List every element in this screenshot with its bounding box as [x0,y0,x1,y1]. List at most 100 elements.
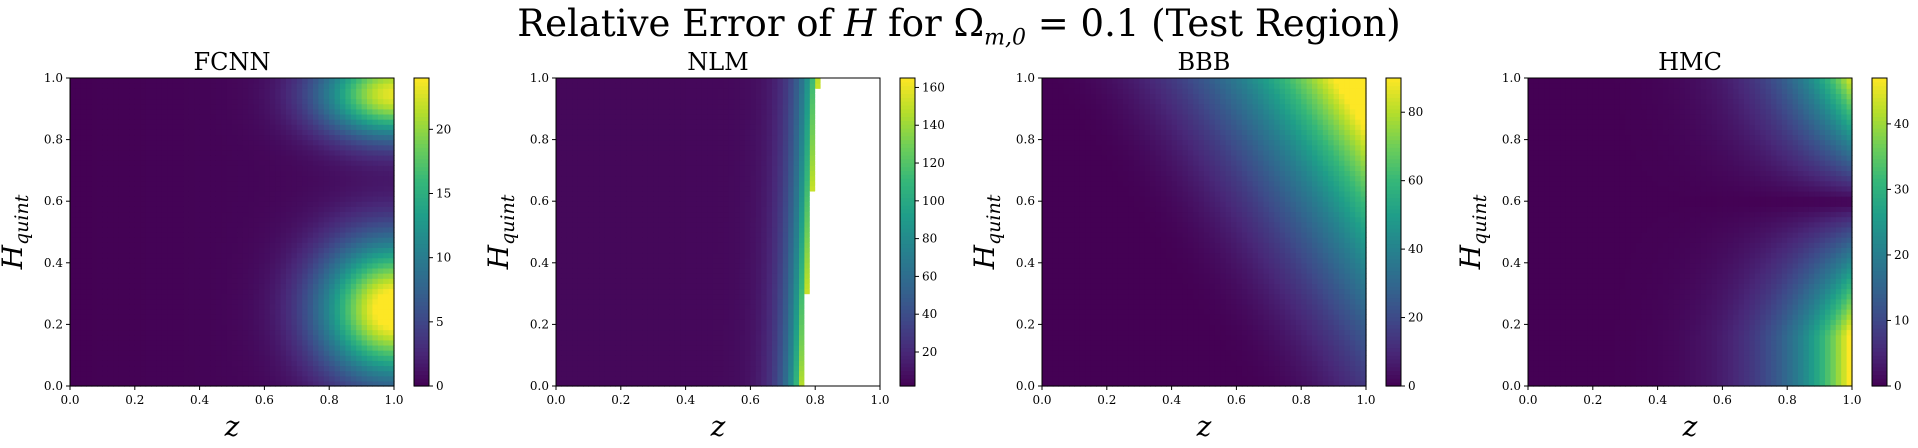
heatmap-cell [259,180,265,187]
heatmap-cell [232,360,238,367]
heatmap-cell [664,93,670,100]
heatmap-cell [205,216,211,223]
heatmap-cell [599,165,606,171]
heatmap-cell [280,257,287,264]
heatmap-cell [286,303,292,310]
heatmap-cell [345,129,352,136]
heatmap-cell [210,262,217,269]
heatmap-cell [286,334,292,341]
heatmap-cell [199,339,206,346]
heatmap-cell [188,170,195,177]
heatmap-cell [80,257,87,264]
heatmap-cell [620,108,627,115]
heatmap-cell [620,124,627,130]
heatmap-cell [383,221,390,228]
heatmap-cell [140,324,147,331]
heatmap-cell [253,103,260,110]
heatmap-cell [604,350,611,356]
heatmap-cell [194,252,201,259]
heatmap-cell [124,278,130,284]
heatmap-cell [323,149,330,156]
heatmap-cell [350,155,357,161]
heatmap-cell [329,319,336,325]
heatmap-cell [129,334,136,341]
heatmap-cell [80,242,87,248]
heatmap-cell [237,242,244,248]
heatmap-cell [620,221,627,228]
heatmap-cell [610,155,616,161]
heatmap-cell [205,334,211,341]
heatmap-cell [188,380,195,387]
heatmap-cell [356,232,363,238]
heatmap-cell [215,257,222,264]
heatmap-cell [323,278,330,284]
heatmap-cell [194,180,201,187]
heatmap-cell [102,190,109,197]
heatmap-cell [91,221,98,228]
heatmap-cell [253,288,260,295]
colorbar-segment [414,155,429,160]
heatmap-cell [664,113,670,120]
heatmap-cell [572,324,579,331]
heatmap-cell [340,211,346,218]
heatmap-cell [350,93,357,100]
heatmap-cell [215,196,222,202]
heatmap-cell [367,206,373,213]
heatmap-cell [107,273,114,279]
heatmap-cell [318,232,325,238]
heatmap-cell [194,365,201,372]
heatmap-cell [583,283,589,290]
heatmap-cell [248,165,255,171]
heatmap-cell [221,375,228,382]
heatmap-cell [350,160,357,166]
heatmap-cell [383,180,390,187]
heatmap-cell [253,375,260,382]
heatmap-cell [75,78,82,84]
heatmap-cell [178,155,184,161]
heatmap-cell [356,355,363,361]
heatmap-cell [107,88,114,94]
heatmap-cell [102,113,109,120]
heatmap-cell [566,160,573,166]
heatmap-cell [664,119,670,125]
colorbar-segment [414,239,429,245]
heatmap-cell [561,309,568,315]
heatmap-cell [97,273,103,279]
heatmap-cell [588,247,595,254]
heatmap-cell [97,288,103,295]
heatmap-cell [259,257,265,264]
heatmap-cell [345,370,352,377]
heatmap-cell [140,211,147,218]
heatmap-cell [583,324,589,331]
heatmap-cell [118,360,125,367]
heatmap-cell [269,119,276,125]
heatmap-cell [318,129,325,136]
heatmap-cell [642,344,649,351]
heatmap-cell [642,201,649,207]
heatmap-cell [318,319,325,325]
heatmap-cell [118,334,125,341]
heatmap-cell [604,155,611,161]
heatmap-cell [221,329,228,336]
heatmap-cell [275,273,282,279]
heatmap-cell [140,293,147,300]
heatmap-cell [113,160,120,166]
heatmap-cell [172,267,179,274]
colorbar-segment [414,158,429,164]
heatmap-cell [97,267,103,274]
heatmap-cell [313,324,319,331]
heatmap-cell [566,226,573,233]
heatmap-cell [372,211,379,218]
heatmap-cell [161,283,168,290]
heatmap-cell [124,226,130,233]
heatmap-cell [237,334,244,341]
heatmap-cell [178,375,184,382]
heatmap-cell [566,319,573,325]
heatmap-cell [302,88,309,94]
heatmap-cell [210,93,217,100]
heatmap-cell [588,78,595,84]
heatmap-cell [145,309,152,315]
heatmap-cell [210,226,217,233]
heatmap-cell [345,314,352,320]
heatmap-cell [97,149,103,156]
